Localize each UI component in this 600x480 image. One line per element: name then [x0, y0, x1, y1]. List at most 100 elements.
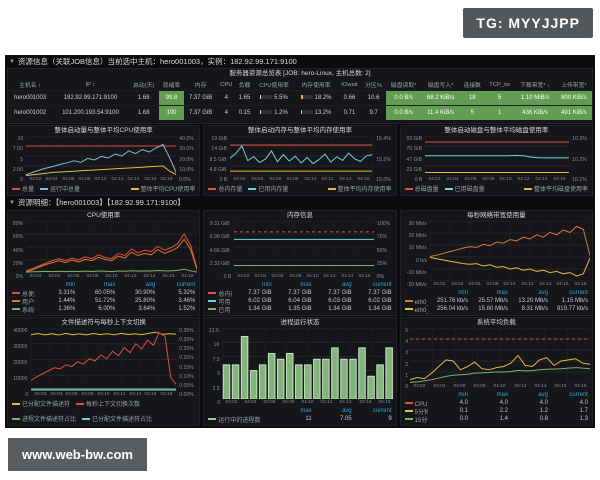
section-header-resource-info[interactable]: ▼ 资源信息（关联JOB信息）当前选中主机：hero001003，实例：182.… — [5, 55, 595, 68]
legend-item[interactable]: 总内存 — [208, 289, 232, 298]
legend-item[interactable]: 已分配文件描述符 — [12, 399, 70, 408]
legend-item[interactable]: 每秒上下文切换次数 — [76, 399, 140, 408]
stat-header[interactable]: current — [372, 408, 392, 414]
column-header[interactable]: IOwait — [341, 81, 358, 88]
chart-canvas[interactable] — [26, 221, 197, 273]
panel-title[interactable]: 整体启动磁盘与整体平均磁盘使用率 — [444, 127, 549, 134]
stat-header[interactable]: max — [103, 282, 116, 288]
usage-bar — [260, 110, 273, 115]
stat-header[interactable]: current — [372, 282, 392, 288]
legend-item[interactable]: 系统使用率 — [12, 305, 35, 314]
legend-item[interactable]: 整体平均内存使用率 — [327, 184, 392, 193]
chart-canvas[interactable] — [430, 221, 590, 281]
column-header[interactable]: 内存使用率 — [301, 83, 331, 89]
panel-title[interactable]: 每秒网络带宽使用量 — [467, 212, 526, 219]
chart-canvas[interactable] — [234, 221, 375, 273]
legend-item[interactable]: 整体平均磁盘使用率 — [523, 184, 588, 193]
chart-canvas[interactable] — [425, 136, 569, 176]
chart-canvas[interactable] — [222, 328, 394, 399]
legend-swatch — [404, 187, 413, 190]
panel-title[interactable]: 进程运行状态 — [280, 319, 320, 326]
legend-item[interactable]: 总量 — [12, 184, 34, 193]
legend-item[interactable]: 进程文件描述符占比 — [12, 414, 76, 423]
legend-item[interactable]: CPU总核数 — [404, 399, 428, 408]
legend-item[interactable]: 已用磁盘量 — [444, 184, 485, 193]
stat-header[interactable]: max — [496, 392, 508, 398]
column-header[interactable]: 连接数 — [463, 83, 481, 89]
legend-item[interactable]: 已分配文件描述符占比 — [82, 414, 152, 423]
column-header[interactable]: 内存 — [194, 83, 207, 89]
stat-header[interactable]: max — [496, 290, 508, 296]
legend-item[interactable]: 运行中总量 — [40, 184, 80, 193]
axis-tick: 04:14 — [127, 176, 140, 182]
column-header[interactable]: 主机名 ↕ — [19, 83, 42, 89]
stat-header[interactable]: avg — [145, 282, 156, 288]
stat-header[interactable]: max — [300, 282, 312, 288]
stat-header[interactable]: avg — [341, 282, 352, 288]
stat-header[interactable]: avg — [538, 290, 548, 296]
stat-header[interactable]: min — [65, 282, 76, 288]
legend-item[interactable]: 已用内存量 — [248, 184, 288, 193]
column-header[interactable]: 负载 — [238, 83, 251, 89]
legend-item[interactable]: eth0_in下载 — [404, 297, 428, 306]
column-header[interactable]: IP ↕ — [85, 81, 96, 88]
table-row[interactable]: hero001002 101.200.193.54:9100 1.68 100 7.37… — [8, 105, 592, 120]
column-header[interactable]: CPU — [220, 81, 233, 88]
column-header[interactable]: 上传带宽* — [561, 83, 587, 89]
column-header[interactable]: CPU使用率 — [259, 83, 289, 89]
table-cell: 1 — [484, 105, 515, 120]
column-header[interactable]: 磁盘读取* — [390, 83, 417, 89]
stat-header[interactable]: current — [569, 392, 588, 398]
legend-item[interactable]: 整体平均CPU使用率 — [130, 184, 195, 193]
chart-canvas[interactable] — [230, 136, 372, 176]
column-header[interactable]: 磁盘写入* — [427, 83, 454, 89]
axis-tick: 10.2% — [572, 156, 587, 163]
panel-title[interactable]: 系统平均负载 — [476, 319, 516, 326]
axis-tick: 20.0% — [179, 156, 195, 163]
axis-tick: 20% — [12, 261, 24, 267]
legend-item[interactable]: eth0_out上传 — [404, 305, 428, 314]
stat-header[interactable]: min — [458, 290, 468, 296]
panel-title[interactable]: 服务器资源总览表 [JOB: hero-Linux, 主机总数: 2] — [229, 70, 371, 77]
axis-tick: -20 Mb/s — [406, 282, 427, 288]
table-row[interactable]: hero001003 182.92.99.171:9100 1.68 99.8 7.37… — [8, 90, 592, 106]
axis-tick: 04:02 — [29, 176, 42, 182]
stat-header[interactable]: min — [458, 392, 468, 398]
chart-canvas[interactable] — [26, 136, 177, 176]
axis-tick: 4.66 GiB — [210, 247, 230, 254]
column-header[interactable]: TCP_tw — [489, 81, 510, 88]
legend-item[interactable]: 已用 — [208, 305, 231, 314]
stat-header[interactable]: avg — [538, 392, 548, 398]
column-header[interactable]: 下载带宽* ↓ — [520, 83, 551, 89]
panel-title[interactable]: 内存信息 — [286, 212, 313, 219]
chart-canvas[interactable] — [31, 328, 177, 391]
panel-title[interactable]: 文件描述符与每秒上下文切换 — [61, 319, 146, 326]
axis-tick: 04:16 — [359, 399, 372, 405]
legend-item[interactable]: 总内存量 — [208, 184, 242, 193]
legend-item[interactable]: 5分钟负载 — [404, 407, 428, 416]
stat-header[interactable]: min — [261, 282, 272, 288]
panel-title[interactable]: 整体启动量与整体平均CPU使用率 — [54, 127, 153, 134]
stat-header[interactable]: max — [300, 408, 312, 414]
column-header[interactable]: 分区% — [365, 83, 382, 89]
legend-item[interactable]: 可用 — [208, 297, 231, 306]
stat-header[interactable]: avg — [341, 408, 352, 414]
axis-tick: 10 — [213, 342, 220, 348]
legend-item[interactable]: 总磁盘量 — [404, 184, 439, 193]
plot-main: 04:02 04:04 04:06 04:08 04:10 04:12 04:14 04:16… — [222, 328, 394, 406]
panel-network-bandwidth: 每秒网络带宽使用量 30 Mb/s 20 Mb/s 10 Mb/s 0 b/s -10 M… — [399, 210, 593, 316]
legend-item[interactable]: 运行中的进程数 — [208, 415, 271, 424]
stat-value: 1.36% — [58, 306, 76, 312]
panel-title[interactable]: CPU使用率 — [87, 212, 121, 219]
chart-canvas[interactable] — [410, 328, 590, 383]
column-header[interactable]: 就绪率 — [162, 83, 181, 89]
section-header-resource-detail[interactable]: ▼ 资源明细：【hero001003】【182.92.99.171:9100】 — [5, 196, 595, 209]
axis-tick: 5 — [404, 328, 408, 334]
panel-title[interactable]: 整体启动内存与整体平均内存使用率 — [247, 127, 352, 134]
stat-header[interactable]: current — [176, 282, 196, 288]
stat-header[interactable]: current — [569, 290, 588, 296]
legend-item[interactable]: 总使用率 — [12, 289, 35, 298]
legend-item[interactable]: 用户使用率 — [12, 297, 35, 306]
column-header[interactable]: 启动(天) — [133, 83, 155, 89]
legend-item[interactable]: 15分钟负载 — [404, 415, 428, 424]
